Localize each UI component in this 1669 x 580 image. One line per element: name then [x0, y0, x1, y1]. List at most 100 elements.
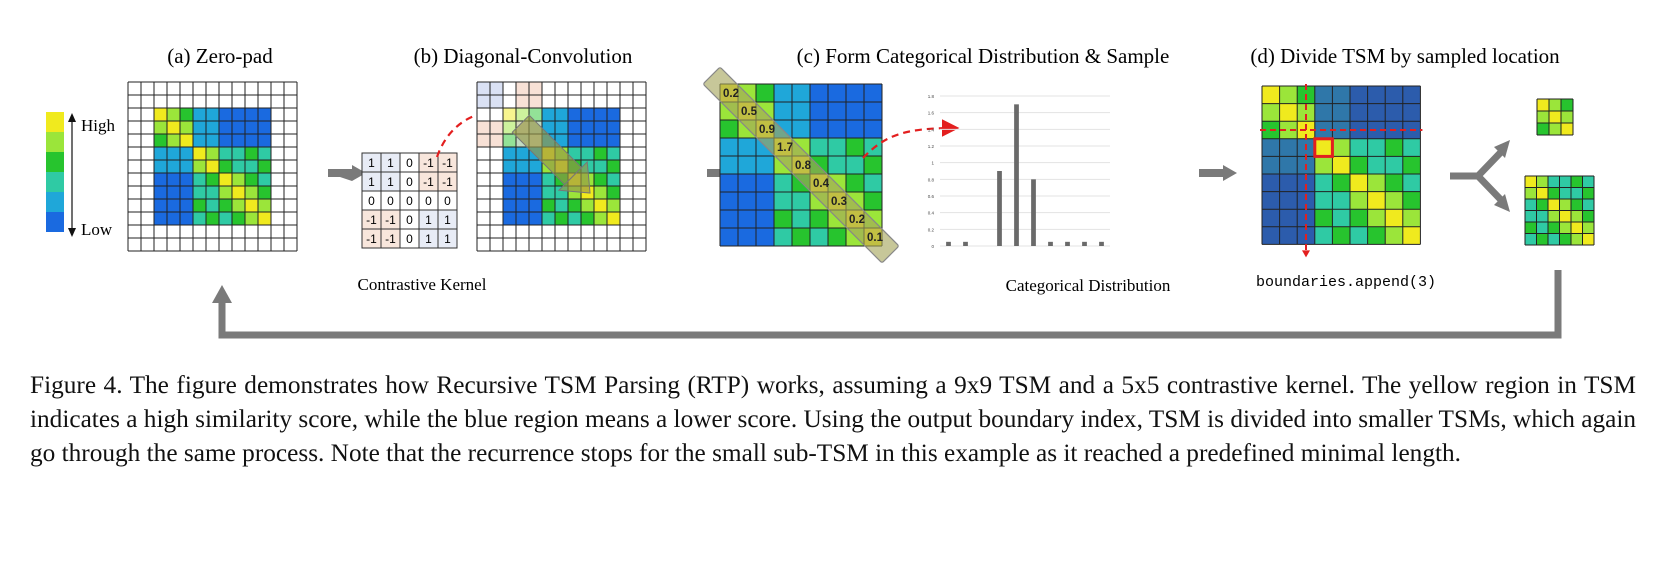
tsm-cell: [1561, 99, 1573, 111]
kernel-overlay-cell: [503, 95, 516, 108]
tsm-cell: [1559, 187, 1571, 199]
tsm-cell: [581, 121, 594, 134]
tsm-cell: [193, 108, 206, 121]
boundary-arrow-head: [1302, 250, 1310, 258]
tsm-cell: [774, 210, 792, 228]
kernel-value: 1: [387, 156, 394, 170]
legend-swatch: [46, 212, 64, 232]
tsm-cell: [180, 134, 193, 147]
tsm-cell: [1571, 222, 1583, 234]
tsm-cell: [193, 121, 206, 134]
kernel-value: -1: [385, 213, 396, 227]
tsm-cell: [1350, 174, 1368, 192]
panel-c-title: (c) Form Categorical Distribution & Samp…: [797, 44, 1170, 68]
chart-bar: [946, 241, 951, 246]
tsm-cell: [516, 147, 529, 160]
tsm-cell: [1367, 138, 1386, 157]
diagonal-score: 0.3: [831, 196, 847, 208]
tsm-cell: [1314, 226, 1333, 245]
tsm-cell: [180, 121, 193, 134]
tsm-cell: [1549, 123, 1561, 135]
kernel-overlay-cell: [529, 82, 542, 95]
kernel-overlay-cell: [529, 95, 542, 108]
legend-swatch: [46, 152, 64, 172]
tsm-cell: [180, 160, 193, 173]
split-arrow-head-up: [1494, 140, 1510, 158]
tsm-cell: [529, 212, 542, 225]
tsm-cell: [219, 147, 232, 160]
tsm-cell: [738, 228, 756, 246]
tsm-cell: [154, 199, 167, 212]
tsm-cell: [1582, 222, 1594, 234]
tsm-cell: [792, 228, 810, 246]
dimmed-cell: [1262, 156, 1280, 174]
chart-bar: [997, 171, 1002, 246]
kernel-value: -1: [366, 232, 377, 246]
dimmed-cell: [1297, 174, 1315, 192]
tsm-cell: [1367, 156, 1386, 174]
tsm-cell: [774, 228, 792, 246]
tsm-cell: [1279, 86, 1298, 104]
tsm-cell: [206, 212, 219, 225]
tsm-cell: [180, 173, 193, 186]
diagonal-band-rect: [703, 67, 899, 263]
tsm-cell: [503, 199, 516, 212]
tsm-cell: [258, 134, 271, 147]
tsm-cell: [1525, 210, 1537, 222]
tsm-cell: [738, 156, 756, 174]
chart-tick-label: 1: [931, 161, 934, 166]
tsm-cell: [258, 160, 271, 173]
tsm-cell: [219, 134, 232, 147]
split-arrow-head-down: [1494, 194, 1510, 212]
tsm-cell: [555, 199, 568, 212]
tsm-cell: [193, 212, 206, 225]
kernel-value: 1: [444, 232, 451, 246]
tsm-cell: [232, 212, 245, 225]
tsm-cell: [581, 108, 594, 121]
tsm-cell: [258, 186, 271, 199]
slide-arrow: [511, 114, 591, 194]
tsm-cell: [167, 160, 180, 173]
dimmed-cell: [1262, 191, 1280, 210]
split-arrow: [1450, 147, 1506, 205]
tsm-cell: [1314, 174, 1333, 192]
tsm-cell: [810, 84, 828, 102]
tsm-cell: [810, 210, 828, 228]
tsm-cell: [193, 147, 206, 160]
tsm-cell: [810, 120, 828, 138]
tsm-cell: [1582, 210, 1594, 222]
kernel-overlay-cell: [503, 121, 516, 134]
tsm-cell: [1559, 210, 1571, 222]
tsm-cell: [516, 173, 529, 186]
kernel-overlay-cell: [490, 108, 503, 121]
dimmed-cell: [1279, 209, 1298, 227]
tsm-cell: [180, 212, 193, 225]
tsm-cell: [529, 186, 542, 199]
tsm-cell: [1367, 226, 1386, 245]
kernel-value: -1: [442, 175, 453, 189]
tsm-cell: [206, 160, 219, 173]
tsm-cell: [232, 199, 245, 212]
tsm-cell: [720, 192, 738, 210]
tsm-cell: [1350, 191, 1368, 210]
kernel-overlay-cell: [477, 95, 490, 108]
score-to-distribution-arrow: [862, 119, 960, 159]
tsm-cell: [1525, 187, 1537, 199]
tsm-cell: [232, 186, 245, 199]
chart-bar: [1014, 104, 1019, 246]
diagonal-score: 1.7: [777, 142, 793, 154]
tsm-cell: [219, 173, 232, 186]
tsm-cell: [792, 102, 810, 120]
kernel-value: 1: [368, 175, 375, 189]
tsm-cell: [258, 147, 271, 160]
tsm-cell: [1385, 156, 1403, 174]
tsm-cell: [581, 199, 594, 212]
tsm-cell: [864, 120, 882, 138]
diagonal-score: 0.2: [723, 88, 739, 100]
tsm-cell: [1582, 187, 1594, 199]
tsm-cell: [1536, 210, 1548, 222]
tsm-cell: [594, 134, 607, 147]
diagonal-score: 0.4: [813, 178, 830, 190]
tsm-cell: [1582, 176, 1594, 188]
tsm-cell: [219, 212, 232, 225]
